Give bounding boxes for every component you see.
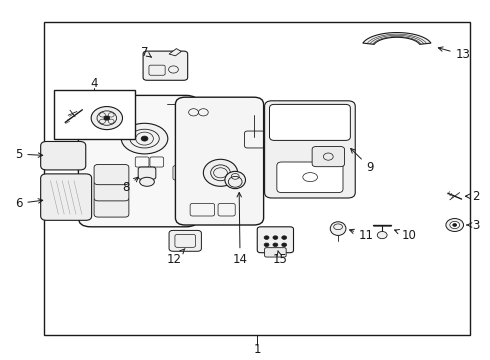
Text: 5: 5 bbox=[15, 148, 43, 161]
Circle shape bbox=[282, 236, 287, 239]
Text: 10: 10 bbox=[394, 229, 416, 242]
Ellipse shape bbox=[203, 159, 238, 186]
Circle shape bbox=[453, 224, 457, 226]
Text: 7: 7 bbox=[141, 46, 151, 59]
Circle shape bbox=[309, 121, 333, 139]
Text: 2: 2 bbox=[466, 190, 480, 203]
Text: 3: 3 bbox=[467, 219, 480, 231]
Circle shape bbox=[282, 243, 287, 247]
Circle shape bbox=[91, 107, 122, 130]
FancyBboxPatch shape bbox=[78, 95, 198, 227]
Circle shape bbox=[141, 136, 148, 141]
FancyBboxPatch shape bbox=[312, 147, 344, 167]
Ellipse shape bbox=[225, 171, 245, 189]
Ellipse shape bbox=[330, 222, 346, 235]
FancyBboxPatch shape bbox=[94, 197, 129, 217]
FancyBboxPatch shape bbox=[257, 227, 294, 253]
FancyBboxPatch shape bbox=[94, 181, 129, 201]
Text: 12: 12 bbox=[167, 249, 185, 266]
Text: 11: 11 bbox=[349, 229, 374, 242]
Text: 13: 13 bbox=[439, 47, 470, 61]
Circle shape bbox=[104, 116, 110, 120]
Text: 14: 14 bbox=[233, 193, 247, 266]
Circle shape bbox=[446, 219, 464, 231]
FancyBboxPatch shape bbox=[265, 248, 286, 257]
FancyBboxPatch shape bbox=[169, 230, 201, 251]
Circle shape bbox=[377, 231, 387, 239]
Circle shape bbox=[264, 236, 269, 239]
Text: 4: 4 bbox=[90, 77, 98, 90]
FancyBboxPatch shape bbox=[277, 162, 343, 193]
Bar bbox=[44, 22, 470, 335]
FancyBboxPatch shape bbox=[138, 167, 156, 179]
FancyBboxPatch shape bbox=[270, 104, 350, 140]
Text: 6: 6 bbox=[15, 197, 43, 210]
Ellipse shape bbox=[140, 177, 154, 186]
Circle shape bbox=[450, 221, 460, 229]
Text: 8: 8 bbox=[122, 177, 138, 194]
Circle shape bbox=[278, 121, 303, 139]
Circle shape bbox=[273, 236, 278, 239]
Text: 1: 1 bbox=[253, 343, 261, 356]
FancyBboxPatch shape bbox=[41, 174, 92, 220]
Ellipse shape bbox=[121, 123, 168, 154]
Circle shape bbox=[273, 243, 278, 247]
Polygon shape bbox=[169, 49, 181, 56]
FancyBboxPatch shape bbox=[41, 141, 86, 170]
Polygon shape bbox=[363, 32, 431, 44]
Text: 9: 9 bbox=[351, 149, 374, 174]
FancyBboxPatch shape bbox=[143, 51, 188, 80]
Text: 15: 15 bbox=[273, 251, 288, 266]
FancyBboxPatch shape bbox=[265, 101, 355, 198]
Bar bbox=[54, 90, 135, 139]
Circle shape bbox=[264, 243, 269, 247]
FancyBboxPatch shape bbox=[94, 165, 129, 185]
FancyBboxPatch shape bbox=[175, 97, 264, 225]
